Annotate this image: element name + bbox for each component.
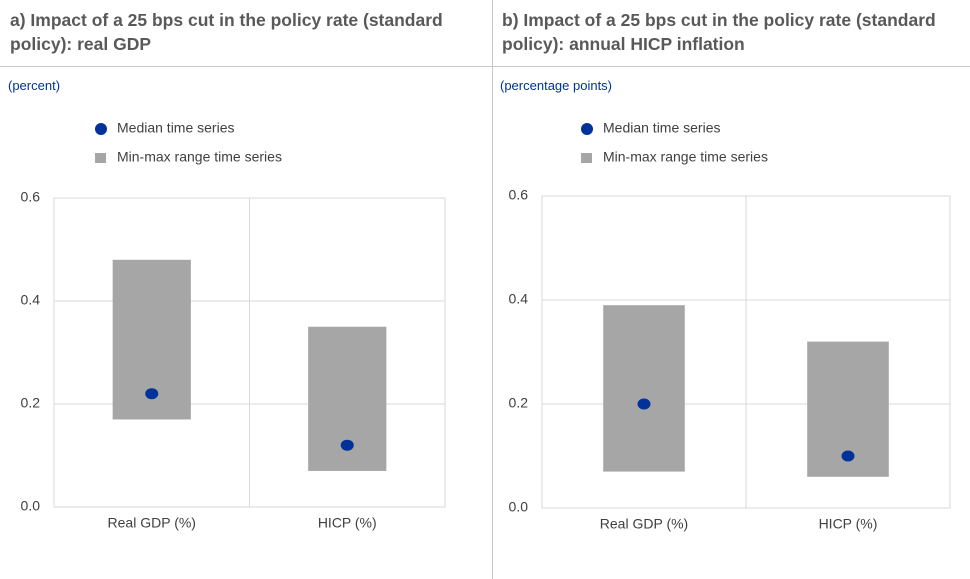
panel-divider bbox=[492, 0, 493, 579]
y-tick-label: 0.0 bbox=[21, 498, 41, 514]
legend-marker bbox=[581, 123, 593, 135]
chart-title: b) Impact of a 25 bps cut in the policy … bbox=[502, 10, 936, 54]
legend-label: Median time series bbox=[603, 120, 721, 136]
range-bar bbox=[603, 305, 685, 472]
y-tick-label: 0.4 bbox=[509, 291, 529, 307]
legend-marker bbox=[95, 123, 107, 135]
chart: 0.0 0.2 0.4 0.6 Median time series Min-max ra… bbox=[21, 120, 446, 531]
median-point bbox=[340, 439, 354, 451]
legend-marker bbox=[95, 153, 106, 163]
y-tick-label: 0.6 bbox=[21, 189, 41, 205]
header-rule bbox=[0, 66, 970, 67]
chart-panel: a) Impact of a 25 bps cut in the policy … bbox=[8, 10, 446, 531]
y-tick-label: 0.6 bbox=[509, 187, 529, 203]
x-tick-label: HICP (%) bbox=[819, 516, 878, 532]
chart-title: a) Impact of a 25 bps cut in the policy … bbox=[10, 10, 443, 54]
chart: 0.0 0.2 0.4 0.6 Median time series Min-max ra… bbox=[509, 120, 951, 532]
median-point bbox=[637, 398, 651, 410]
y-tick-label: 0.2 bbox=[21, 395, 41, 411]
legend-label: Min-max range time series bbox=[117, 149, 282, 165]
x-tick-label: Real GDP (%) bbox=[108, 515, 196, 531]
legend-marker bbox=[581, 153, 592, 163]
y-tick-label: 0.0 bbox=[509, 499, 529, 515]
x-tick-label: HICP (%) bbox=[318, 515, 377, 531]
x-tick-label: Real GDP (%) bbox=[600, 516, 688, 532]
legend-label: Min-max range time series bbox=[603, 149, 768, 165]
y-tick-label: 0.4 bbox=[21, 292, 41, 308]
y-tick-label: 0.2 bbox=[509, 395, 529, 411]
median-point bbox=[145, 388, 159, 400]
unit-label: (percentage points) bbox=[500, 78, 613, 93]
unit-label: (percent) bbox=[8, 78, 61, 93]
median-point bbox=[841, 450, 855, 462]
legend-label: Median time series bbox=[117, 120, 235, 136]
chart-panel: b) Impact of a 25 bps cut in the policy … bbox=[492, 0, 970, 579]
